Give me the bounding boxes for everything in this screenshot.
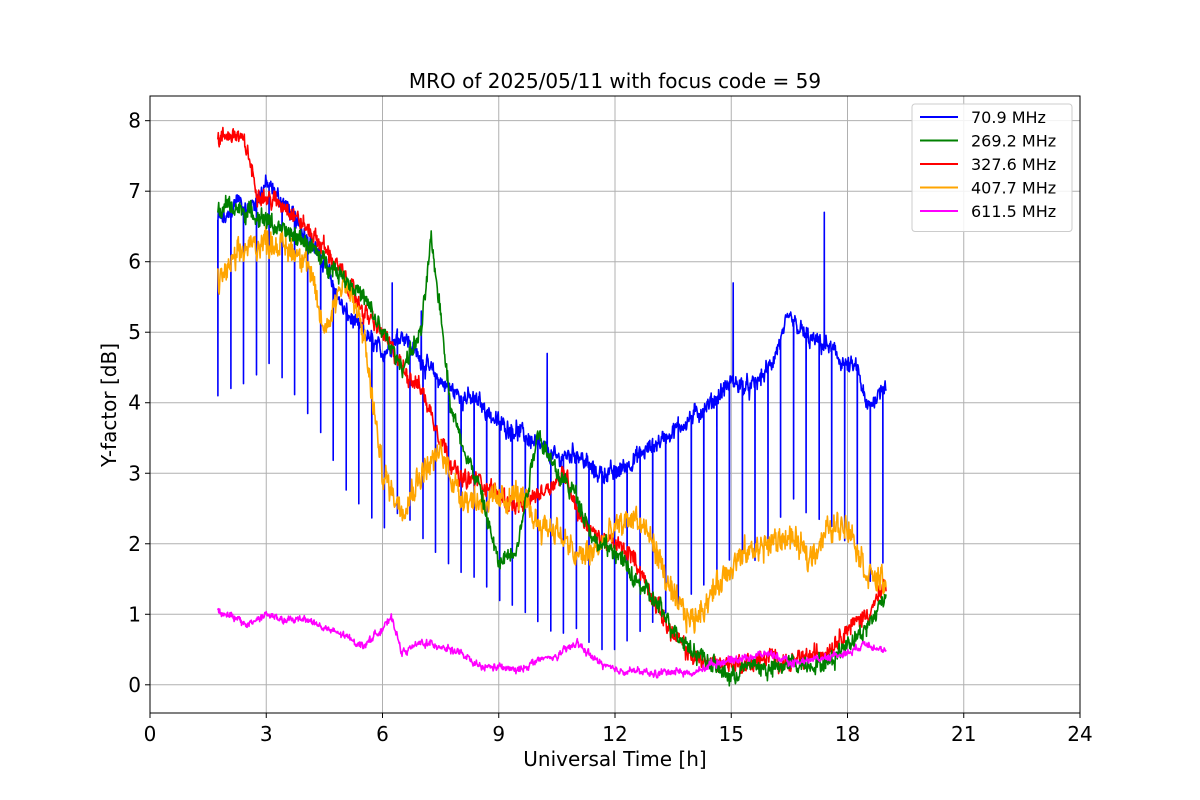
legend-label-327-6-mhz: 327.6 MHz xyxy=(971,155,1056,174)
y-tick-label: 7 xyxy=(128,179,141,203)
legend-label-407-7-mhz: 407.7 MHz xyxy=(971,179,1056,198)
series-line-611-5-mhz xyxy=(217,607,887,679)
legend-label-269-2-mhz: 269.2 MHz xyxy=(971,132,1056,151)
series-line-269-2-mhz xyxy=(217,194,887,687)
y-axis-title: Y-factor [dB] xyxy=(97,343,121,468)
x-tick-label: 6 xyxy=(376,722,389,746)
legend-label-611-5-mhz: 611.5 MHz xyxy=(971,202,1056,221)
x-tick-label: 24 xyxy=(1067,722,1092,746)
y-tick-label: 6 xyxy=(128,250,141,274)
x-tick-label: 18 xyxy=(835,722,860,746)
x-tick-label: 9 xyxy=(492,722,505,746)
y-tick-label: 5 xyxy=(128,320,141,344)
x-axis-title: Universal Time [h] xyxy=(523,747,706,771)
legend-box xyxy=(911,103,1073,232)
y-tick-label: 3 xyxy=(128,461,141,485)
x-tick-label: 15 xyxy=(719,722,744,746)
x-tick-label: 21 xyxy=(951,722,976,746)
x-tick-label: 12 xyxy=(602,722,627,746)
chart-title: MRO of 2025/05/11 with focus code = 59 xyxy=(409,69,821,93)
legend-label-70-9-mhz: 70.9 MHz xyxy=(971,108,1046,127)
y-tick-label: 2 xyxy=(128,532,141,556)
legend: 70.9 MHz 269.2 MHz 327.6 MHz 407.7 MHz 611.5… xyxy=(911,103,1073,232)
y-tick-label: 0 xyxy=(128,673,141,697)
plot-series xyxy=(217,126,887,687)
x-tick-label: 0 xyxy=(144,722,157,746)
series-line-407-7-mhz xyxy=(217,225,887,634)
y-tick-label: 4 xyxy=(128,391,141,415)
y-tick-label: 8 xyxy=(128,109,141,133)
x-tick-label: 3 xyxy=(260,722,273,746)
y-tick-label: 1 xyxy=(128,602,141,626)
